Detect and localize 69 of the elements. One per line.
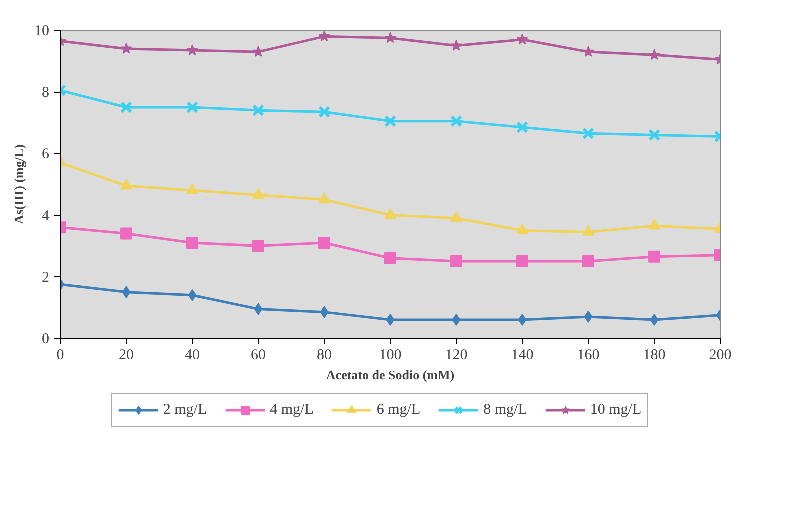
x-tick-label: 20 [119, 348, 134, 364]
point [582, 46, 594, 58]
point [386, 314, 395, 326]
point [650, 314, 659, 326]
point [120, 179, 132, 190]
point [120, 42, 132, 54]
legend-label: 4 mg/L [270, 402, 314, 418]
point [584, 310, 593, 323]
legend-label: 10 mg/L [590, 402, 642, 418]
legend-label: 8 mg/L [484, 402, 528, 418]
point [518, 314, 527, 326]
x-tick-label: 80 [317, 348, 332, 364]
point [516, 224, 528, 234]
y-tick-label: 8 [42, 85, 50, 102]
x-tick-label: 100 [379, 348, 402, 364]
point [120, 101, 133, 114]
point [450, 115, 463, 128]
x-tick-label: 60 [251, 348, 266, 364]
point [188, 289, 197, 302]
point [648, 49, 660, 60]
point [582, 225, 594, 236]
point [582, 256, 594, 268]
point [186, 44, 198, 56]
point [318, 193, 330, 204]
point [516, 256, 528, 268]
point [516, 121, 529, 134]
point [648, 129, 661, 142]
point [186, 101, 199, 114]
point [252, 46, 264, 58]
point [252, 240, 264, 252]
point [318, 106, 331, 118]
x-tick-label: 160 [577, 348, 600, 364]
point [384, 32, 396, 44]
y-tick-label: 0 [42, 332, 50, 348]
point [252, 188, 264, 199]
legend-label: 2 mg/L [163, 402, 208, 418]
y-tick-label: 6 [42, 146, 50, 163]
point [450, 212, 462, 222]
x-tick-label: 40 [185, 348, 200, 364]
point [648, 250, 660, 263]
point [516, 34, 528, 45]
legend-label: 6 mg/L [376, 402, 421, 418]
y-axis-title: As(III) (mg/L) [12, 144, 26, 224]
point [452, 314, 461, 326]
y-tick-label: 10 [34, 24, 50, 40]
point [384, 115, 397, 128]
point [120, 228, 132, 240]
point [450, 256, 462, 268]
point [582, 128, 595, 140]
point [254, 303, 263, 316]
x-tick-label: 200 [709, 348, 732, 364]
x-tick-label: 0 [56, 348, 64, 364]
point [648, 219, 660, 230]
point [450, 40, 462, 51]
point [252, 104, 265, 117]
point [122, 286, 131, 298]
x-tick-label: 140 [511, 348, 534, 364]
point [384, 252, 396, 264]
y-tick-label: 4 [42, 208, 50, 224]
x-tick-label: 120 [445, 348, 468, 364]
point [320, 306, 329, 318]
point [186, 237, 198, 250]
x-tick-label: 180 [643, 348, 666, 364]
point [384, 208, 396, 219]
x-axis-title: Acetato de Sodio (mM) [326, 368, 455, 382]
point [186, 184, 198, 194]
point [318, 237, 330, 250]
y-tick-label: 2 [42, 270, 50, 286]
point [318, 30, 330, 42]
